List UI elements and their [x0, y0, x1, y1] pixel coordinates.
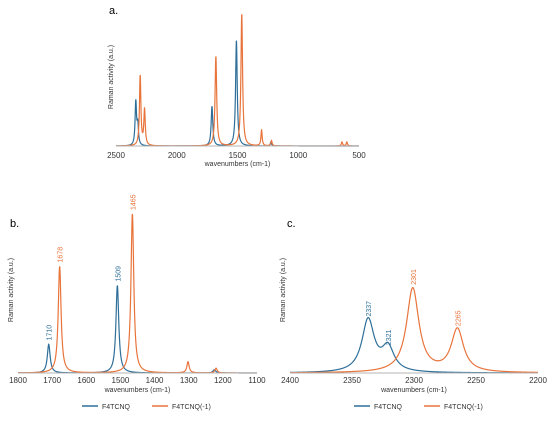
x-tick-label: 2250: [467, 376, 485, 385]
panel-letter: a.: [109, 5, 118, 17]
peak-label: 2337: [366, 301, 373, 317]
legend-label-f4tcnq_anion: F4TCNQ(-1): [444, 404, 483, 411]
panel-a: a. 2500 2000 1500 1000 500 wavenumbers (cm-1) R…: [107, 5, 366, 168]
peak-label: 2265: [455, 310, 462, 326]
y-axis-title: Raman activity (a.u.): [108, 45, 115, 109]
x-tick-label: 2500: [107, 151, 125, 160]
panel-letter: c.: [287, 218, 296, 230]
legend-label-f4tcnq_anion: F4TCNQ(-1): [172, 404, 211, 411]
series-line-f4tcnq_anion: [17, 213, 257, 374]
peak-label: 1710: [47, 325, 54, 341]
x-axis-title: wavenumbers (cm-1): [104, 387, 171, 394]
legend-label-f4tcnq: F4TCNQ: [102, 404, 131, 411]
x-tick-label: 500: [352, 151, 366, 160]
panel-letter: b.: [10, 218, 19, 230]
peak-label: 1678: [58, 247, 65, 263]
x-tick-label: 2000: [168, 151, 186, 160]
x-tick-label: 1500: [112, 376, 130, 385]
x-axis-title: wavenumbers (cm-1): [204, 161, 271, 168]
x-tick-label: 1200: [214, 376, 232, 385]
legend: F4TCNQ F4TCNQ(-1): [354, 404, 483, 411]
peak-label: 2301: [411, 269, 418, 285]
x-tick-label: 1100: [248, 376, 266, 385]
legend-label-f4tcnq: F4TCNQ: [374, 404, 403, 411]
x-axis-title: wavenumbers (cm-1): [380, 387, 447, 394]
x-tick-label: 1600: [77, 376, 95, 385]
x-tick-label: 2300: [405, 376, 423, 385]
series-line-f4tcnq: [290, 316, 538, 374]
peak-label: 2321: [386, 329, 393, 345]
series-line-f4tcnq_anion: [290, 286, 538, 374]
x-tick-label: 1800: [9, 376, 27, 385]
legend: F4TCNQ F4TCNQ(-1): [82, 404, 211, 411]
x-tick-label: 2350: [343, 376, 361, 385]
x-tick-label: 1000: [289, 151, 307, 160]
x-tick-label: 2200: [529, 376, 547, 385]
x-tick-label: 1700: [43, 376, 61, 385]
peak-label: 1509: [115, 266, 122, 282]
panel-c: c. 2400 2350 2300 2250 2200 wavenumbers (cm-1)…: [280, 218, 547, 394]
y-axis-title: Raman activity (a.u.): [8, 258, 15, 322]
panel-b: b. 1800 1700 1600 1500 1400 1300 1200 1100 wavenu…: [8, 194, 266, 394]
series-line-f4tcnq: [17, 285, 257, 374]
peak-label: 1465: [130, 194, 137, 210]
x-tick-label: 1500: [229, 151, 247, 160]
series-line-f4tcnq: [116, 40, 359, 147]
x-tick-label: 1400: [146, 376, 164, 385]
x-tick-label: 1300: [180, 376, 198, 385]
y-axis-title: Raman activity (a.u.): [280, 258, 287, 322]
x-tick-label: 2400: [281, 376, 299, 385]
